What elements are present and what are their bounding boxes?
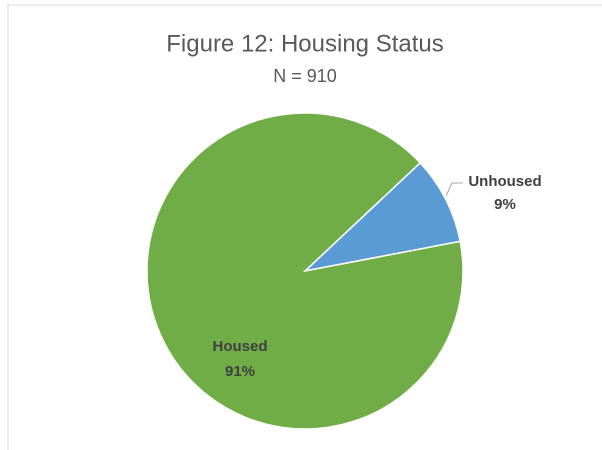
- data-label-value: 9%: [494, 196, 516, 213]
- data-label-name: Housed: [212, 338, 267, 355]
- pie-slice: [302, 161, 462, 273]
- chart-border: [7, 4, 602, 450]
- chart-subtitle: N = 910: [273, 66, 337, 86]
- data-label-value: 91%: [225, 363, 255, 380]
- pie-slice: [146, 112, 464, 430]
- leader-line: [445, 182, 463, 197]
- data-label-name: Unhoused: [468, 173, 541, 190]
- chart-title: Figure 12: Housing Status: [166, 30, 444, 57]
